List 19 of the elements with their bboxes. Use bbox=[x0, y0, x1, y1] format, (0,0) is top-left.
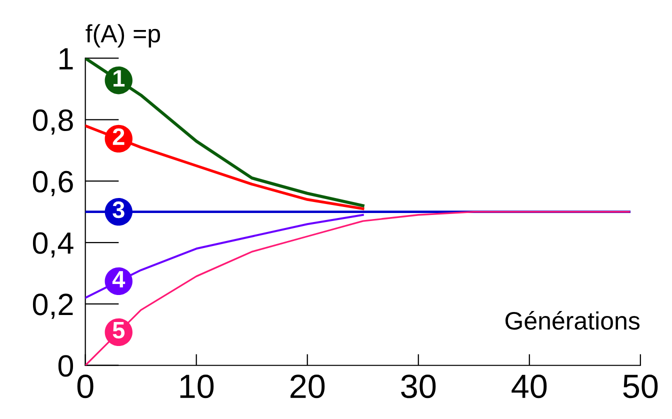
x-tick-label: 40 bbox=[512, 374, 547, 398]
y-tick-label: 1 bbox=[60, 48, 73, 70]
x-tick-label: 0 bbox=[77, 374, 94, 398]
y-tick-label: 0,8 bbox=[32, 109, 73, 135]
x-axis-title: Générations bbox=[505, 311, 640, 330]
x-tick-label: 10 bbox=[180, 374, 214, 398]
x-tick-label: 30 bbox=[401, 374, 436, 398]
series-label: 4 bbox=[112, 271, 126, 288]
series-label: 3 bbox=[112, 201, 124, 218]
series-label: 2 bbox=[112, 128, 124, 145]
x-tick-label: 20 bbox=[290, 374, 325, 398]
y-tick-label: 0,2 bbox=[32, 294, 73, 319]
series-label: 5 bbox=[112, 322, 125, 339]
y-tick-label: 0 bbox=[58, 355, 74, 377]
series-label: 1 bbox=[114, 70, 125, 86]
y-axis-title: f(A) =p bbox=[86, 24, 160, 48]
y-tick-label: 0,4 bbox=[32, 232, 74, 258]
x-tick-label: 50 bbox=[623, 374, 658, 398]
y-tick-label: 0,6 bbox=[32, 170, 73, 196]
